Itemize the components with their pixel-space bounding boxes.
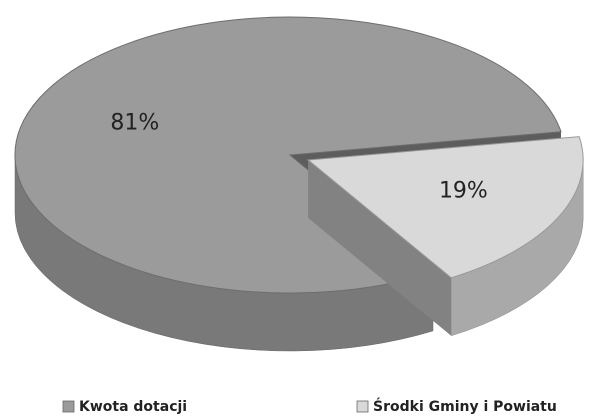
value-label: 19% — [439, 178, 488, 203]
legend-label: Środki Gminy i Powiatu — [373, 397, 557, 415]
legend-label: Kwota dotacji — [79, 399, 187, 415]
legend-swatch — [356, 400, 369, 413]
slice-wall — [308, 160, 452, 336]
slice — [14, 16, 562, 294]
slice — [306, 136, 584, 279]
legend-swatch — [62, 400, 75, 413]
value-label: 81% — [110, 111, 159, 136]
